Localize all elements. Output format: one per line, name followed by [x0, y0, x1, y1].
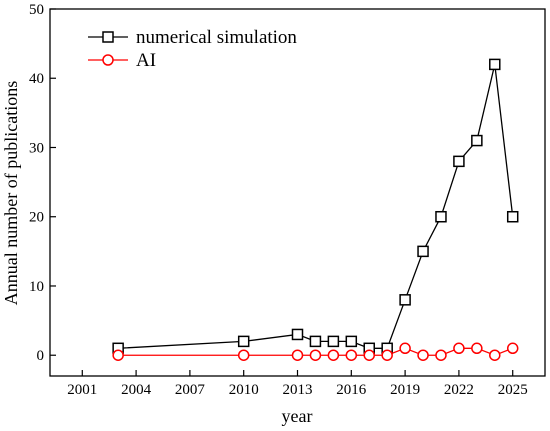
y-tick-label: 10 [29, 279, 44, 295]
y-tick-label: 30 [29, 140, 44, 156]
x-tick-label: 2001 [67, 382, 97, 398]
legend-marker [102, 31, 114, 43]
data-point [112, 349, 124, 361]
series-line [118, 64, 514, 349]
x-axis-title: year [282, 406, 313, 426]
series-2 [112, 342, 519, 361]
axis-ticks: 2001 2004 2007 2010 2013 2016 2019 2022 2025 0 10 2… [29, 2, 528, 398]
data-point [399, 342, 411, 355]
data-point [327, 335, 340, 348]
y-tick-label: 0 [37, 348, 45, 364]
legend-entry: numerical simulation [88, 27, 297, 48]
series-layer [112, 58, 519, 361]
x-tick-label: 2019 [390, 382, 420, 398]
legend-label: numerical simulation [136, 27, 297, 48]
data-point [453, 342, 465, 355]
x-tick-label: 2016 [336, 382, 367, 398]
data-point [237, 349, 250, 361]
data-point [327, 349, 340, 361]
x-tick-label: 2010 [229, 382, 259, 398]
data-point [381, 349, 393, 361]
data-point [417, 349, 429, 361]
data-point [309, 349, 322, 361]
data-point [435, 349, 447, 361]
legend-entry: AI [88, 50, 156, 71]
data-point [309, 335, 322, 348]
data-point [435, 210, 447, 223]
series-1 [112, 58, 519, 355]
x-tick-label: 2022 [444, 382, 474, 398]
data-point [237, 335, 250, 348]
data-point [453, 155, 465, 168]
data-point [345, 335, 358, 348]
data-point [489, 349, 501, 361]
y-tick-label: 50 [29, 2, 44, 18]
plot-frame [49, 8, 546, 377]
legend-marker [102, 54, 114, 66]
data-point [506, 210, 519, 223]
legend-label: AI [136, 50, 156, 71]
data-point [399, 294, 411, 306]
y-tick-label: 20 [29, 210, 44, 226]
data-point [506, 342, 519, 355]
x-tick-label: 2004 [121, 382, 152, 398]
data-point [417, 245, 429, 258]
x-tick-label: 2025 [498, 382, 528, 398]
data-point [489, 58, 501, 71]
y-tick-label: 40 [29, 71, 44, 87]
data-point [363, 349, 375, 361]
data-point [345, 349, 358, 361]
y-axis-title: Annual number of publications [1, 81, 21, 305]
data-point [291, 328, 304, 341]
data-point [471, 134, 483, 147]
data-point [471, 342, 483, 355]
x-tick-label: 2013 [283, 382, 313, 398]
x-tick-label: 2007 [175, 382, 206, 398]
data-point [291, 349, 304, 361]
